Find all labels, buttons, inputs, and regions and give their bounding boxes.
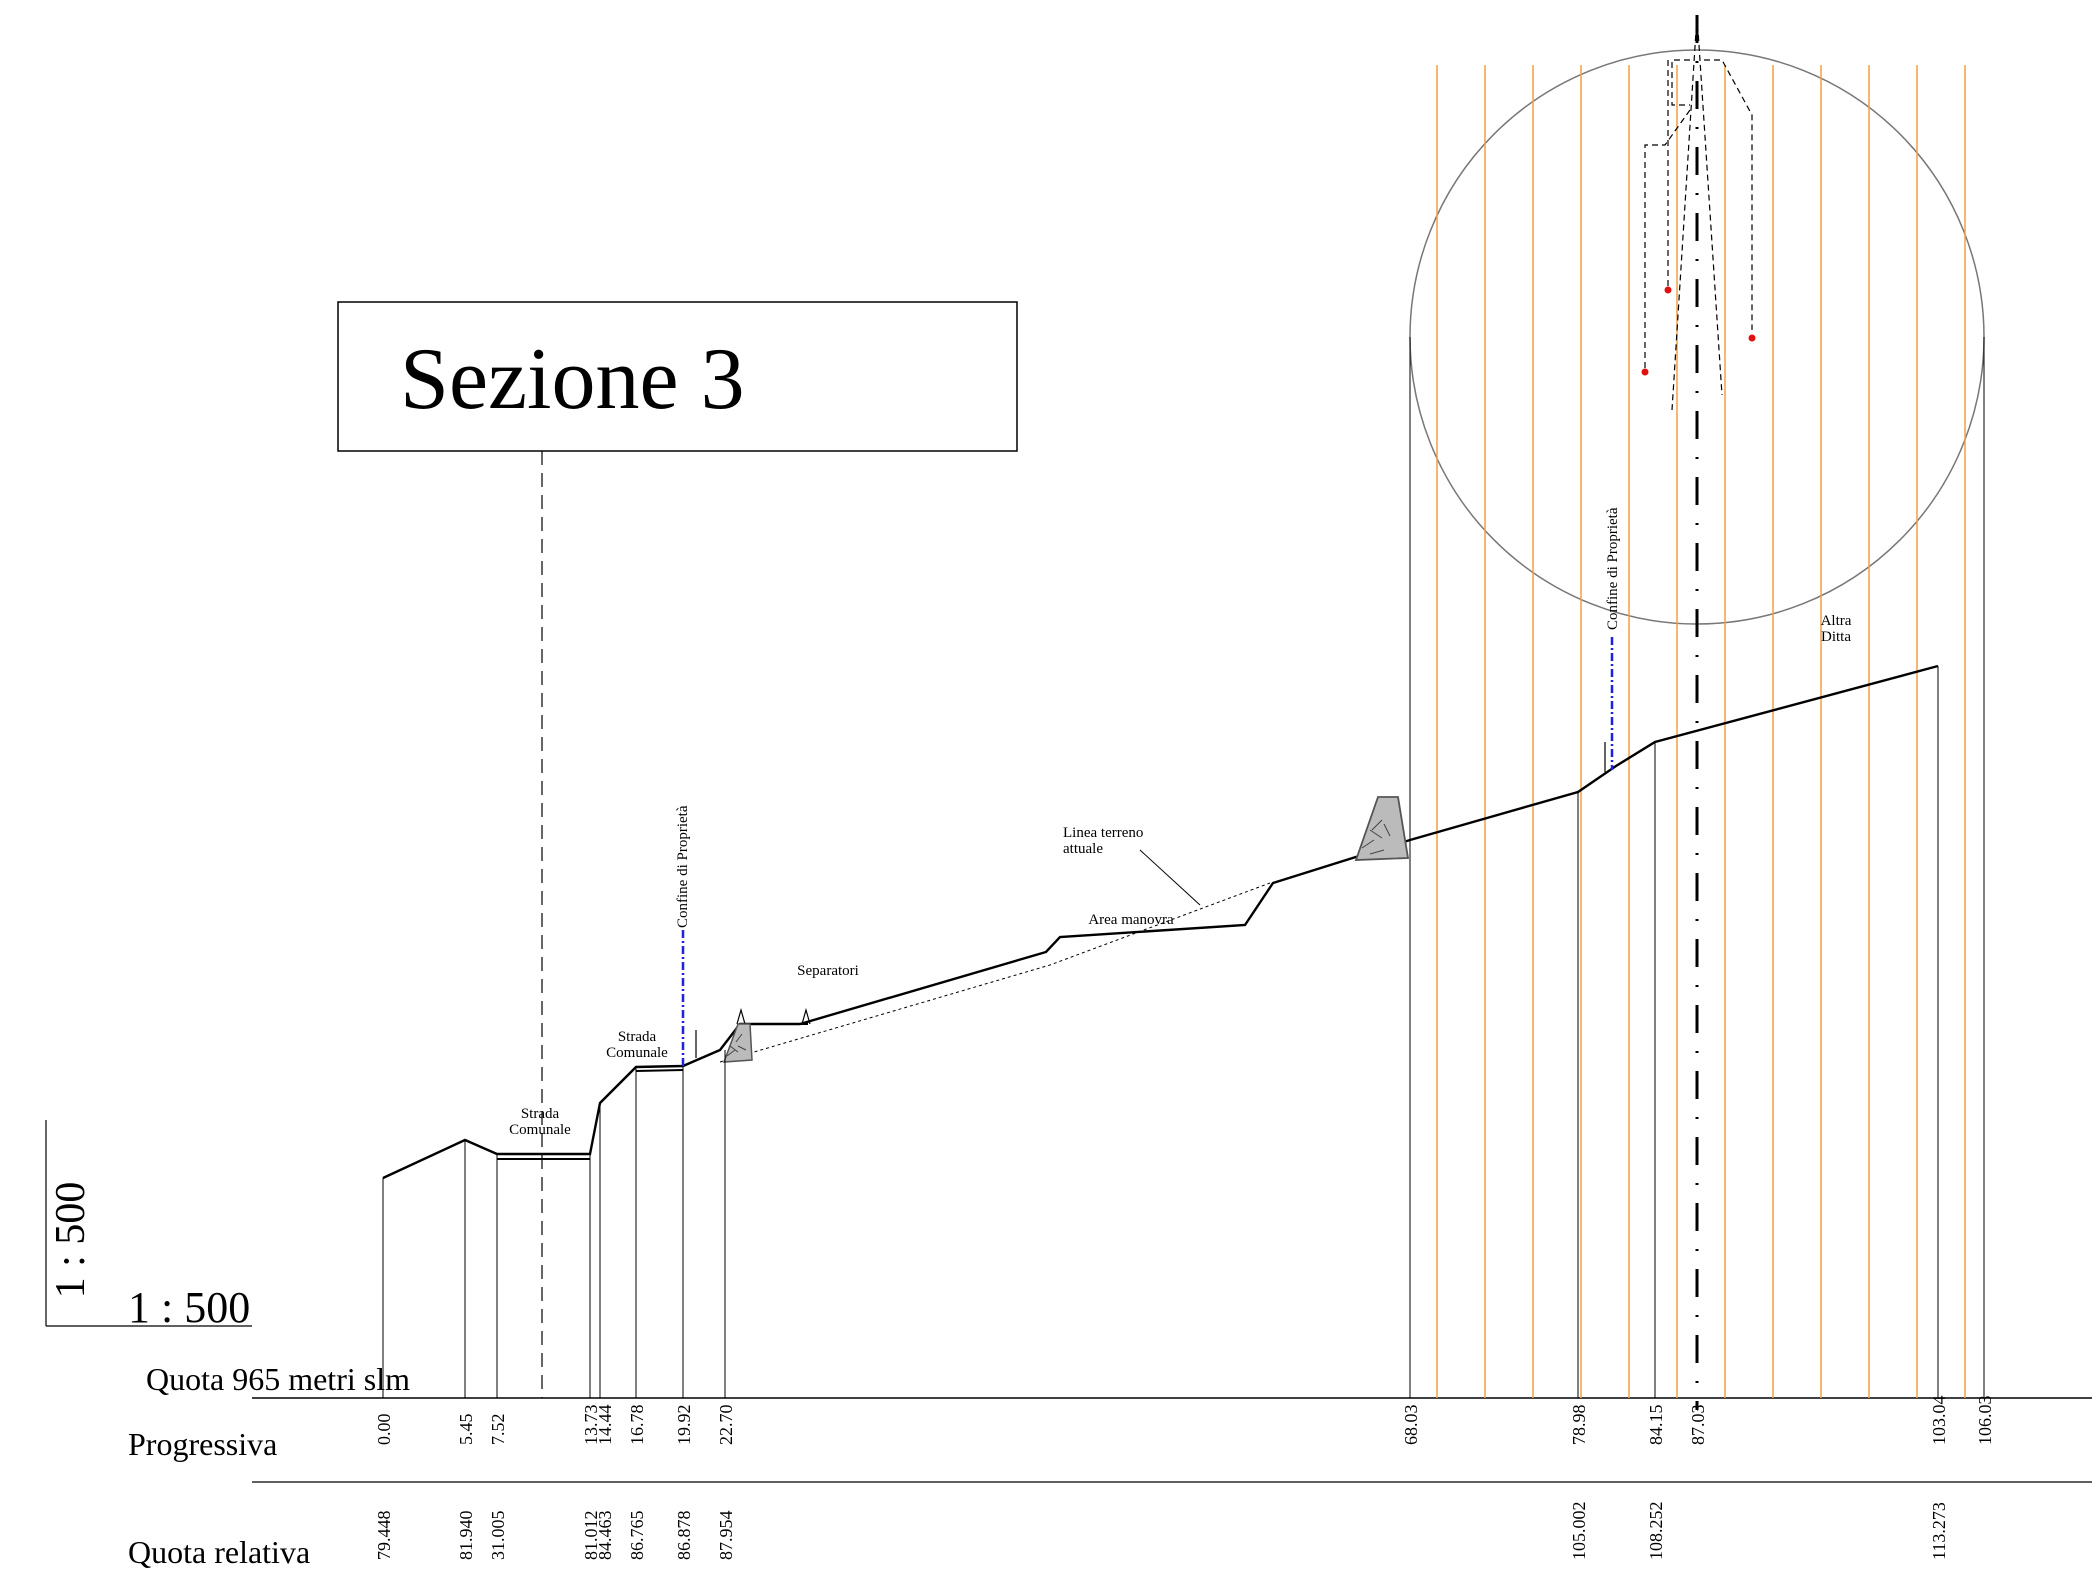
quota-value: 86.765: [627, 1511, 647, 1561]
progressiva-value: 19.92: [674, 1405, 694, 1446]
progressiva-value: 68.03: [1401, 1405, 1421, 1446]
quota-relativa-label: Quota relativa: [128, 1534, 310, 1570]
progressiva-value: 22.70: [716, 1405, 736, 1446]
strada-comunale-2-line2: Comunale: [606, 1045, 668, 1061]
altra-ditta-line2: Ditta: [1821, 629, 1851, 645]
progressiva-value: 0.00: [374, 1414, 394, 1446]
progressiva-value: 13.73: [581, 1405, 601, 1446]
progressiva-label: Progressiva: [128, 1426, 277, 1462]
quota-value: 87.954: [716, 1511, 736, 1561]
station-lines: [382, 666, 1939, 1398]
quota-value: 84.463: [595, 1511, 615, 1561]
scale-indicator: 1 : 500 1 : 500: [45, 1120, 252, 1332]
confine-label-1: Confine di Proprietà: [675, 805, 691, 928]
progressiva-value: 78.98: [1569, 1405, 1589, 1446]
red-points: [1641, 286, 1756, 376]
progressiva-value: 103.04: [1929, 1396, 1949, 1446]
pylon: [1644, 14, 1753, 411]
horizontal-scale-label: 1 : 500: [128, 1283, 250, 1332]
road-surface-2: [635, 1069, 684, 1072]
quota-relativa-values: 79.448 81.940 31.005 81.012 84.463 86.76…: [374, 1502, 1949, 1561]
title: Sezione 3: [400, 331, 745, 428]
datum-label: Quota 965 metri slm: [146, 1361, 410, 1397]
detail-circle: [1409, 49, 1985, 625]
strada-comunale-2-line1: Strada: [618, 1029, 657, 1045]
linea-terreno-line1: Linea terreno: [1063, 825, 1143, 841]
progressiva-value: 87.03: [1688, 1405, 1708, 1446]
separator-posts: [695, 742, 1606, 1058]
quota-value: 31.005: [488, 1511, 508, 1561]
quota-value: 113.273: [1929, 1502, 1949, 1560]
annotations: Strada Comunale Strada Comunale Confine …: [509, 507, 1852, 1138]
quota-value: 81.940: [456, 1511, 476, 1561]
quota-value: 79.448: [374, 1511, 394, 1561]
progressiva-value: 84.15: [1646, 1405, 1666, 1446]
existing-terrain-line: [719, 882, 1271, 1063]
confine-label-2: Confine di Proprietà: [1605, 507, 1621, 630]
altra-ditta-line1: Altra: [1821, 613, 1852, 629]
strada-comunale-1-line2: Comunale: [509, 1122, 571, 1138]
linea-terreno-leader: [1139, 849, 1201, 906]
retaining-wall-2: [1354, 796, 1410, 861]
progressiva-value: 16.78: [627, 1405, 647, 1446]
progressive-values: 0.00 5.45 7.52 13.73 14.44 16.78 19.92 2…: [374, 1396, 1995, 1446]
progressiva-value: 7.52: [488, 1414, 508, 1446]
quota-value: 86.878: [674, 1511, 694, 1561]
retaining-wall-1: [722, 1023, 753, 1063]
strada-comunale-1-line1: Strada: [521, 1106, 560, 1122]
area-manovra-label: Area manovra: [1088, 912, 1174, 928]
quota-value: 81.012: [581, 1511, 601, 1561]
progressiva-value: 5.45: [456, 1414, 476, 1446]
progressiva-value: 14.44: [595, 1405, 615, 1446]
vertical-scale-label: 1 : 500: [48, 1182, 94, 1299]
linea-terreno-line2: attuale: [1063, 841, 1103, 857]
quota-value: 108.252: [1646, 1502, 1666, 1561]
orange-lines: [1436, 65, 1966, 1398]
separatori-label: Separatori: [797, 963, 859, 979]
title-block: Sezione 3: [337, 301, 1018, 452]
progressiva-value: 106.03: [1975, 1396, 1995, 1446]
quota-value: 105.002: [1569, 1502, 1589, 1561]
